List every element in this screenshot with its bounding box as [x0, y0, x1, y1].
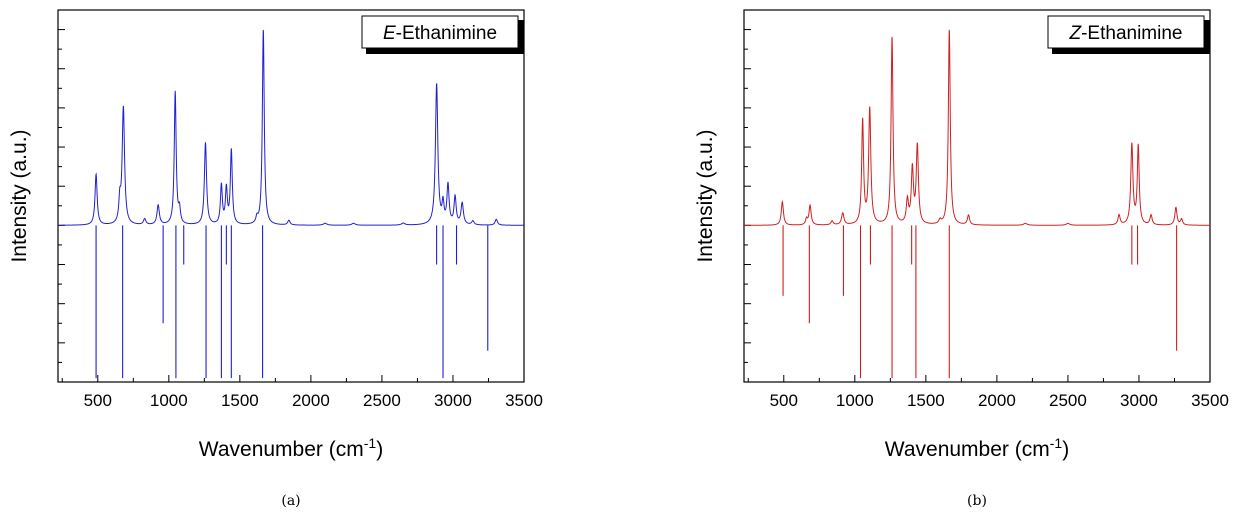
legend-label: E-Ethanimine: [383, 23, 497, 44]
caption: (b): [967, 493, 987, 509]
x-axis-title: Wavenumber (cm-1): [199, 435, 383, 461]
legend-frame: [1047, 15, 1205, 49]
legend-italic: E: [383, 23, 396, 44]
x-axis-title-sup: -1: [364, 435, 377, 451]
x-tick-label: 1000: [150, 391, 188, 410]
x-axis-title-main: Wavenumber (cm: [885, 438, 1050, 461]
x-tick-label: 1500: [907, 391, 945, 410]
legend-italic: Z: [1069, 23, 1083, 44]
x-axis-title-end: ): [376, 438, 383, 461]
plot-frame: [57, 9, 525, 383]
legend-box: E-Ethanimine: [361, 15, 524, 54]
x-tick-label: 2500: [1049, 391, 1087, 410]
x-tick-label: 3000: [434, 391, 472, 410]
x-axis-title: Wavenumber (cm-1): [885, 435, 1069, 461]
x-axis-title-sup: -1: [1050, 435, 1063, 451]
x-tick-label: 1000: [836, 391, 874, 410]
x-tick-label: 2000: [292, 391, 330, 410]
chart-panel-a: 500 1000 1500 2000 2500 3000 3500 E-Ethanimine…: [8, 9, 543, 509]
plot-content: [58, 29, 524, 379]
legend-rest: -Ethanimine: [396, 23, 497, 44]
caption: (a): [281, 493, 300, 509]
plot-content: [744, 29, 1210, 379]
y-axis-title: Intensity (a.u.): [694, 129, 717, 262]
spectrum-line: [58, 29, 524, 226]
x-axis-title-main: Wavenumber (cm: [199, 438, 364, 461]
plot-frame: [743, 9, 1211, 383]
chart-panel-b: 500 1000 1500 2000 2500 3000 3500 Z-Ethanimine…: [694, 9, 1229, 509]
x-tick-label: 3500: [1191, 391, 1229, 410]
legend-label: Z-Ethanimine: [1069, 23, 1183, 44]
y-axis-title: Intensity (a.u.): [8, 129, 31, 262]
x-tick-label: 500: [770, 391, 798, 410]
x-tick-label: 2500: [363, 391, 401, 410]
x-axis-title-end: ): [1062, 438, 1069, 461]
x-tick-label: 500: [84, 391, 112, 410]
legend-rest: -Ethanimine: [1081, 23, 1182, 44]
x-tick-labels: 500 1000 1500 2000 2500 3000 3500: [770, 391, 1229, 410]
x-tick-label: 2000: [978, 391, 1016, 410]
x-tick-label: 3000: [1120, 391, 1158, 410]
legend-box: Z-Ethanimine: [1047, 15, 1210, 54]
x-tick-label: 3500: [505, 391, 543, 410]
x-tick-labels: 500 1000 1500 2000 2500 3000 3500: [84, 391, 543, 410]
x-tick-label: 1500: [221, 391, 259, 410]
spectrum-line: [744, 29, 1210, 226]
legend-frame: [361, 15, 519, 49]
